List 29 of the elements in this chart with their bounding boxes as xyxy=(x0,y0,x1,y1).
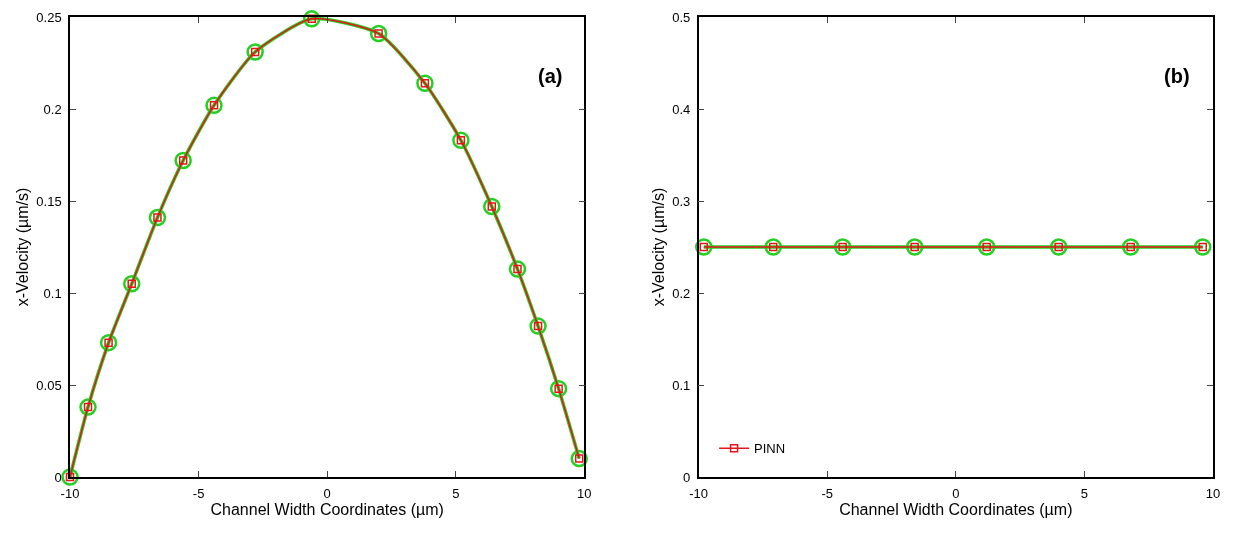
y-axis-title: x-Velocity (µm/s) xyxy=(649,187,667,307)
y-tick-label: 0.1 xyxy=(672,377,691,393)
y-tick-label: 0.5 xyxy=(672,9,691,25)
y-tick-label: 0.3 xyxy=(672,193,691,209)
x-tick-label: -5 xyxy=(821,486,834,502)
x-tick-label: 10 xyxy=(577,486,592,502)
y-tick-label: 0.25 xyxy=(36,9,62,25)
x-axis-title: Channel Width Coordinates (µm) xyxy=(839,501,1073,519)
x-tick-label: -5 xyxy=(192,486,205,502)
annotation: (b) xyxy=(1164,65,1190,87)
y-tick-label: 0.2 xyxy=(672,285,691,301)
y-axis-title: x-Velocity (µm/s) xyxy=(13,187,31,307)
legend-label: PINN xyxy=(754,441,786,457)
y-tick-label: 0.4 xyxy=(672,101,691,117)
x-tick-label: -10 xyxy=(689,486,709,502)
x-tick-label: 5 xyxy=(1080,486,1089,502)
y-tick-label: 0.1 xyxy=(43,285,62,301)
x-tick-label: 10 xyxy=(1205,486,1221,502)
y-tick-label: 0 xyxy=(54,469,62,485)
x-tick-label: -10 xyxy=(60,486,80,502)
y-tick-label: 0.15 xyxy=(36,193,62,209)
y-tick-label: 0.2 xyxy=(43,101,62,117)
x-tick-label: 5 xyxy=(452,486,460,502)
x-tick-label: 0 xyxy=(323,486,331,502)
annotation: (a) xyxy=(538,65,563,87)
x-tick-label: 0 xyxy=(952,486,960,502)
x-axis-title: Channel Width Coordinates (µm) xyxy=(210,501,444,519)
y-tick-label: 0.05 xyxy=(36,377,62,393)
y-tick-label: 0 xyxy=(683,469,691,485)
